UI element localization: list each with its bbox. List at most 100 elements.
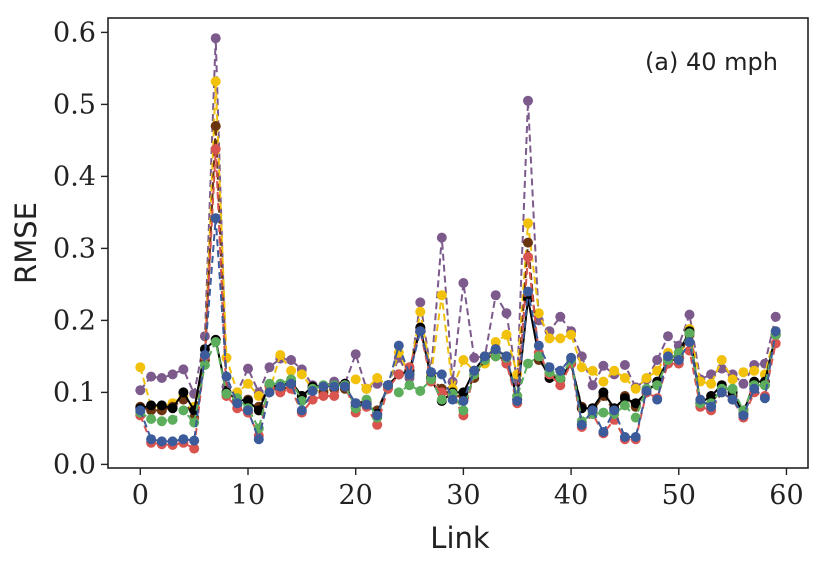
series-7-point: [307, 386, 318, 396]
series-2-point: [652, 365, 663, 376]
y-tick-label-6: 0.6: [53, 17, 96, 48]
series-6-point: [221, 388, 232, 399]
series-2-point: [221, 352, 232, 363]
y-tick-label-5: 0.5: [53, 89, 96, 120]
series-1-point: [738, 378, 749, 389]
series-7-point: [178, 434, 189, 445]
series-6-point: [533, 351, 544, 362]
series-1-point: [264, 362, 275, 373]
series-5-point: [372, 419, 383, 430]
series-7-point: [738, 410, 749, 421]
series-7-point: [189, 435, 200, 446]
series-4-point: [243, 396, 253, 406]
series-5-point: [210, 144, 221, 154]
series-1-point: [135, 385, 146, 396]
series-7-point: [555, 365, 566, 376]
series-7-point: [566, 352, 577, 363]
series-2-point: [296, 369, 307, 380]
series-6-point: [178, 405, 189, 416]
series-1-point: [146, 371, 157, 382]
series-2-point: [253, 391, 264, 401]
series-7-point: [695, 394, 706, 405]
series-7-point: [673, 355, 684, 365]
series-7-point: [199, 350, 210, 360]
series-6-point: [146, 414, 157, 424]
series-7-point: [286, 378, 297, 389]
series-4-point: [458, 387, 469, 398]
series-5-point: [318, 391, 329, 401]
series-7: [135, 213, 781, 447]
x-tick-label-10: 10: [231, 480, 265, 511]
series-2-point: [738, 367, 749, 378]
series-7-point: [490, 344, 501, 355]
series-6-point: [264, 378, 275, 389]
series-7-point: [350, 398, 361, 409]
plot-frame: [107, 17, 809, 469]
series-7-point: [393, 340, 404, 351]
x-tick-label-20: 20: [339, 480, 373, 511]
series-1-point: [178, 364, 189, 375]
series-3-point: [210, 121, 221, 131]
series-7-point: [663, 351, 673, 362]
x-tick-label-60: 60: [769, 480, 803, 511]
series-7-point: [415, 326, 426, 337]
series-7-point: [404, 369, 415, 380]
series-6-point: [598, 407, 609, 418]
series-2-point: [361, 383, 372, 394]
series-6-point: [167, 414, 178, 425]
series-4-point: [253, 405, 264, 416]
series-1-point: [652, 355, 663, 365]
y-tick-label-4: 0.4: [53, 161, 96, 192]
series-4-point: [706, 391, 717, 401]
series-7-point: [576, 419, 587, 430]
series-4-point: [146, 400, 157, 411]
series-4: [135, 293, 781, 419]
series-6-point: [156, 416, 167, 427]
series-2-point: [706, 378, 717, 389]
series-6-point: [555, 373, 566, 383]
series-7-point: [318, 381, 329, 392]
series-2-point: [716, 355, 727, 365]
series-5-point: [189, 443, 200, 454]
series-6-point: [404, 380, 415, 391]
series-1-point: [684, 309, 695, 320]
series-1-point: [587, 380, 598, 391]
series-1-point: [619, 360, 630, 370]
series-6-point: [490, 351, 501, 362]
series-7-point: [458, 396, 469, 406]
series-7-point: [652, 394, 663, 405]
series-5-point: [523, 252, 533, 262]
series-1-point: [156, 373, 167, 383]
series-1-point: [436, 232, 447, 243]
series-2-point: [555, 333, 566, 344]
series-7-point: [329, 381, 340, 392]
series-6-point: [523, 358, 533, 369]
series-7-point: [361, 399, 372, 410]
series-1-point: [598, 360, 609, 371]
series-7-point: [501, 351, 512, 362]
series-6-point: [210, 337, 221, 347]
series-2-point: [210, 76, 221, 87]
series-7-point: [512, 396, 523, 406]
series-7-point: [533, 340, 544, 351]
series-7-point: [630, 432, 641, 442]
series-6-point: [189, 417, 200, 428]
series-7-point: [706, 401, 717, 412]
series-2-point: [544, 333, 555, 344]
series-2-point: [619, 373, 630, 383]
series-2-point: [533, 308, 544, 319]
series-7-point: [264, 387, 275, 398]
series-2-point: [630, 383, 641, 394]
series-1-point: [501, 308, 512, 319]
series-4-point: [598, 387, 609, 398]
series-7-point: [544, 362, 555, 373]
series-7-point: [210, 213, 221, 224]
y-tick-label-2: 0.2: [53, 305, 96, 336]
series-7-point: [609, 405, 620, 416]
series-7-point: [749, 383, 760, 394]
series-2-point: [458, 355, 469, 365]
series-7-point: [221, 371, 232, 382]
series-4-point: [630, 398, 641, 409]
series-7-point: [447, 394, 458, 405]
series-2-point: [372, 373, 383, 383]
